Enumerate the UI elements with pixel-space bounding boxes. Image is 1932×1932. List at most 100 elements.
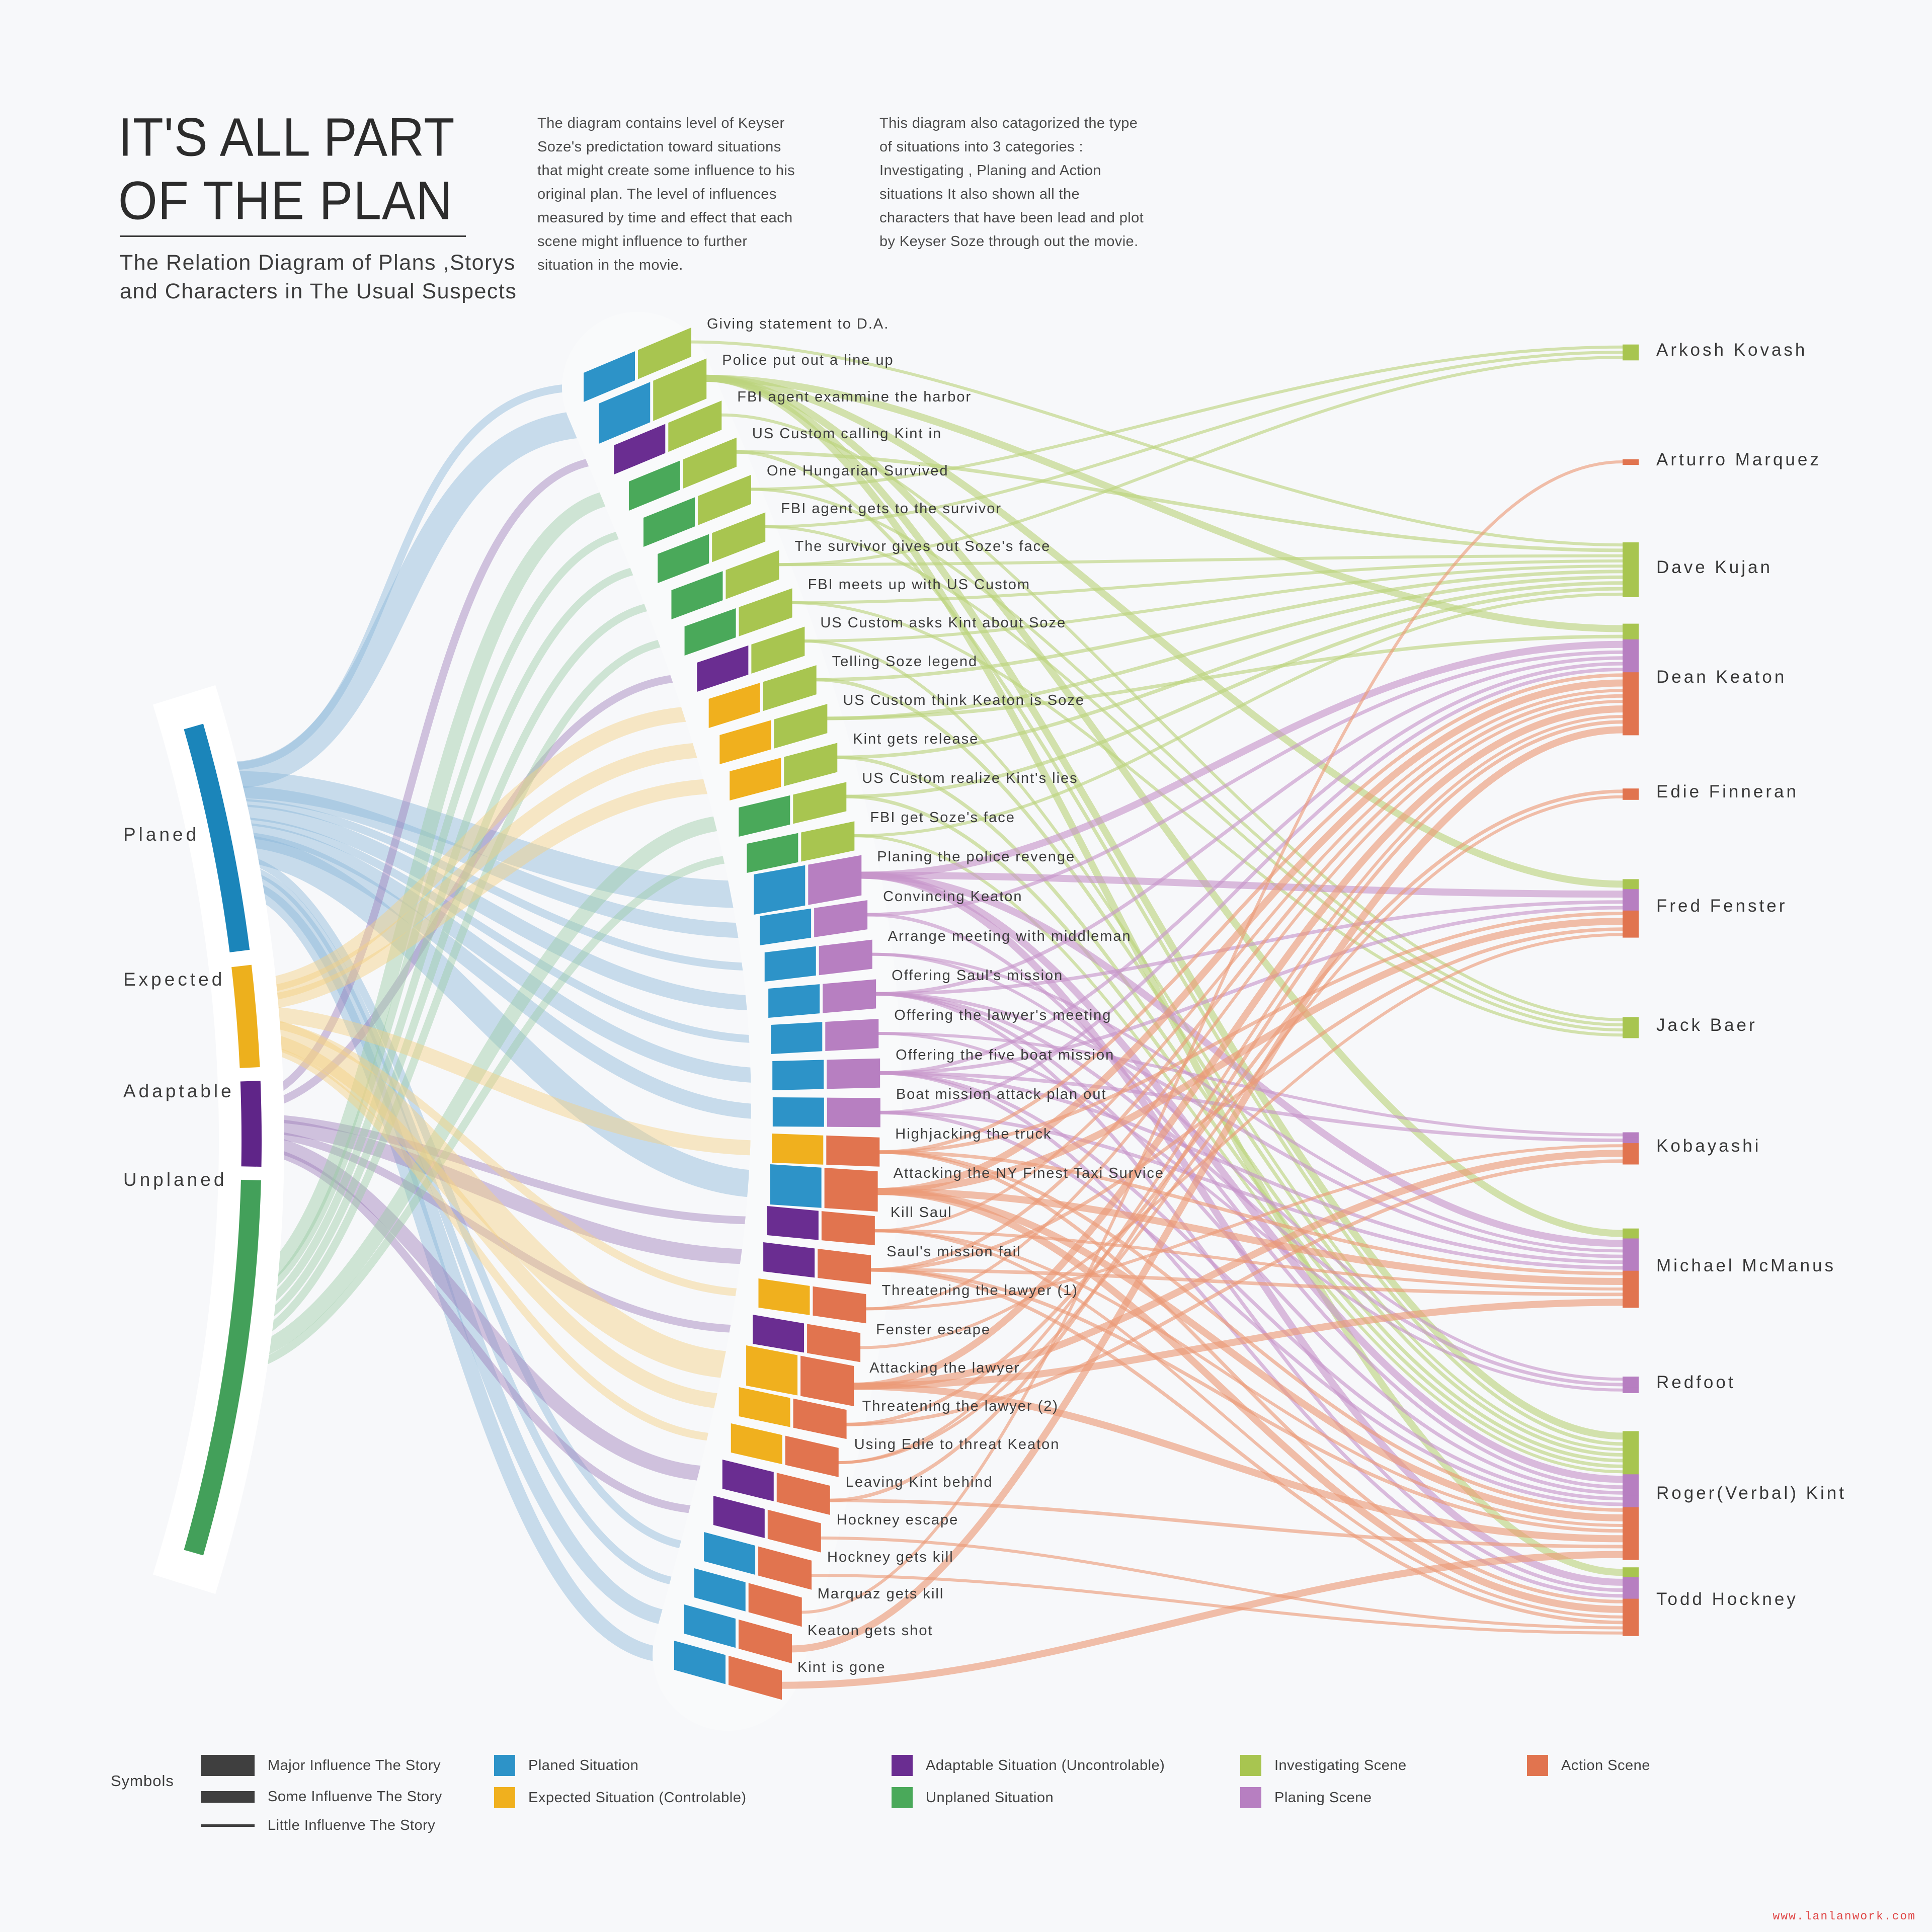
scene-label: Threatening the lawyer (2): [862, 1398, 1059, 1415]
plan-to-scene-ribbon: [236, 1040, 728, 1442]
plan-to-scene-ribbon: [228, 853, 701, 1551]
character-label: Jack Baer: [1656, 1015, 1757, 1035]
scene-node-plan-half: [753, 1315, 804, 1353]
subtitle-line1: The Relation Diagram of Plans ,Storys: [120, 251, 516, 275]
character-bar-segment: [1623, 1490, 1639, 1496]
scene-label: Attacking the lawyer: [869, 1360, 1020, 1377]
character-bar-segment: [1623, 704, 1639, 714]
character-bar-segment: [1623, 1265, 1639, 1271]
scene-node-category-half: [808, 855, 862, 905]
scene-node-category-half: [739, 588, 792, 636]
scene-to-character-ribbon: [846, 789, 1623, 1426]
scene-node-plan-half: [614, 424, 666, 474]
scene-to-character-ribbon: [874, 689, 1623, 1233]
scene-to-character-ribbon: [875, 992, 1623, 1495]
character-bar-segment: [1623, 688, 1639, 694]
character-bar-segment: [1623, 725, 1639, 736]
scene-to-character-ribbon: [877, 918, 1623, 1195]
scene-label: Hockney escape: [836, 1511, 959, 1528]
scene-node: [697, 626, 805, 692]
scene-node-category-half: [814, 900, 868, 937]
character-bar-segment: [1623, 794, 1639, 800]
character-bar-segment: [1623, 633, 1639, 640]
character-bar-segment: [1623, 1027, 1639, 1033]
scene-node-plan-half: [694, 1568, 746, 1612]
character-bar-segment: [1623, 553, 1639, 559]
scene-node-plan-half: [658, 534, 709, 583]
scene-node: [746, 1345, 854, 1406]
scene-node-plan-half: [764, 946, 816, 982]
legend-item-planing-scene: Planing Scene: [1240, 1787, 1372, 1808]
page-title-line1: IT'S ALL PART: [118, 107, 455, 168]
character-label: Michael McManus: [1656, 1256, 1836, 1275]
scene-node-plan-half: [671, 571, 723, 619]
little-influence-swatch: [201, 1824, 255, 1827]
scene-label: Attacking the NY Finest Taxi Survice: [893, 1165, 1164, 1182]
scene-to-character-ribbon: [778, 356, 1623, 567]
scene-to-character-ribbon: [865, 700, 1623, 1311]
legend-label: Unplaned Situation: [926, 1789, 1054, 1806]
legend-label: Expected Situation (Controlable): [528, 1789, 747, 1806]
scene-label: Hockney gets kill: [827, 1549, 954, 1565]
scene-to-character-ribbon: [706, 374, 1623, 632]
plan-to-scene-ribbon: [237, 456, 611, 1106]
scene-node: [684, 588, 792, 656]
scene-node: [768, 979, 876, 1018]
character-bar-segment: [1623, 1238, 1639, 1249]
character-bar-segment: [1623, 1495, 1639, 1502]
scene-node-category-half: [729, 1655, 782, 1700]
scene-node-plan-half: [731, 1423, 782, 1465]
plan-to-scene-ribbon: [228, 383, 581, 770]
character-label: Fred Fenster: [1656, 896, 1788, 916]
scene-node-category-half: [800, 1355, 854, 1406]
scene-node: [770, 1164, 878, 1212]
legend-label: Action Scene: [1561, 1757, 1650, 1774]
character-bar-segment: [1623, 1148, 1639, 1159]
character-bar-segment: [1623, 1463, 1639, 1470]
legend-label: Little Influenve The Story: [268, 1817, 436, 1833]
scene-label: Offering the five boat mission: [896, 1046, 1115, 1063]
character-bar-segment: [1623, 905, 1639, 911]
scene-to-character-ribbon: [846, 794, 1623, 1468]
legend-item-action-scene: Action Scene: [1527, 1755, 1650, 1776]
scene-node-category-half: [683, 437, 737, 489]
character-bar-segment: [1623, 1253, 1639, 1260]
character-bar-segment: [1623, 1620, 1639, 1626]
character-bar-segment: [1623, 899, 1639, 906]
character-bar-segment: [1623, 1501, 1639, 1508]
scene-node: [722, 1460, 830, 1515]
character-bar-segment: [1623, 344, 1639, 350]
scene-to-character-ribbon: [879, 673, 1623, 1154]
scene-node: [643, 474, 751, 547]
character-bar-segment: [1623, 1587, 1639, 1594]
scene-to-character-ribbon: [706, 374, 1623, 888]
character-bar-segment: [1623, 678, 1639, 689]
character-bar-segment: [1623, 1469, 1639, 1475]
scene-node: [719, 704, 828, 764]
scene-node-plan-half: [674, 1641, 726, 1684]
character-bar-segment: [1623, 1022, 1639, 1028]
scene-node: [674, 1641, 782, 1700]
character-bar-segment: [1623, 349, 1639, 356]
scene-node: [739, 782, 847, 837]
scene-node: [763, 1242, 871, 1284]
character-bar-segment: [1623, 1484, 1639, 1491]
character-bar-segment: [1623, 639, 1639, 650]
scene-to-character-ribbon: [837, 755, 1623, 1463]
scene-node: [599, 358, 707, 444]
character-label: Edie Finneran: [1656, 782, 1799, 801]
page-title: IT'S ALL PART OF THE PLAN: [118, 106, 455, 233]
character-bar-segment: [1623, 564, 1639, 570]
plan-to-scene-ribbon: [221, 637, 682, 1350]
character-bar-segment: [1623, 889, 1639, 900]
scene-to-character-ribbon: [829, 1498, 1623, 1549]
planed-situation-swatch: [494, 1755, 515, 1776]
character-label: Roger(Verbal) Kint: [1656, 1483, 1846, 1503]
character-bar-segment: [1623, 1228, 1639, 1239]
scene-to-character-ribbon: [736, 450, 1623, 552]
scene-to-character-ribbon: [838, 715, 1623, 1465]
scene-node-category-half: [712, 512, 766, 562]
scene-label: FBI get Soze's face: [870, 810, 1015, 826]
character-label: Arkosh Kovash: [1656, 340, 1808, 360]
scene-node-category-half: [819, 939, 872, 976]
